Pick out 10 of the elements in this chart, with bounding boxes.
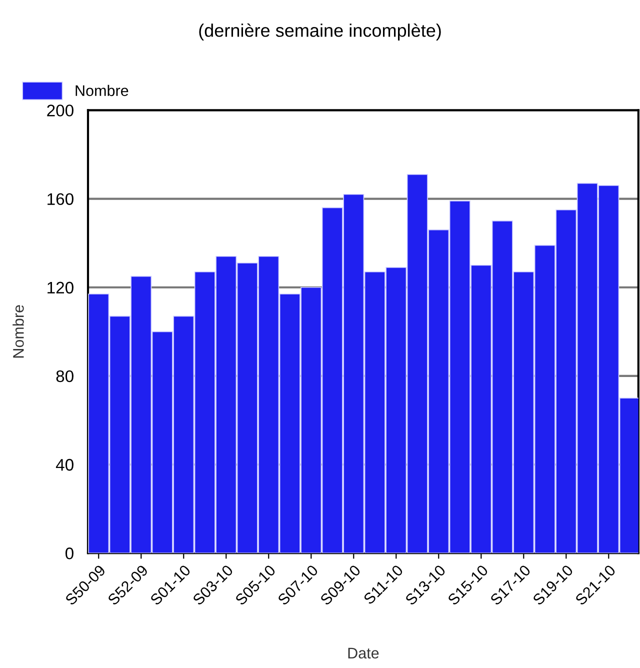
y-tick-label: 200 [47,104,74,116]
y-tick-label: 160 [48,193,74,205]
legend-label: Nombre [76,84,128,96]
y-axis-title: Nombre [12,305,24,358]
x-axis-title: Date [348,648,379,659]
y-tick-label: 40 [56,458,74,471]
chart-title: (dernière semaine incomplète) [199,23,441,40]
y-tick-label: 120 [48,282,74,294]
y-tick-label: 80 [56,370,74,382]
y-tick-label: 0 [65,548,74,560]
